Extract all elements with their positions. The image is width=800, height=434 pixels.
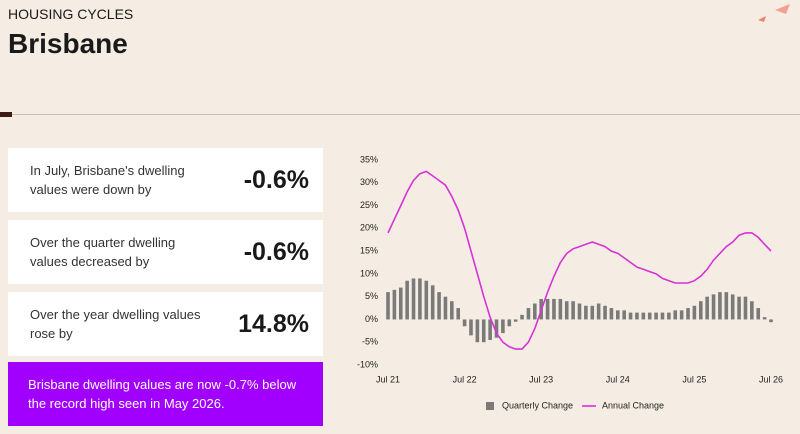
bar xyxy=(616,310,620,320)
bar xyxy=(654,312,658,320)
bar xyxy=(660,312,665,320)
x-tick-label: Jul 22 xyxy=(453,374,477,384)
bar xyxy=(552,298,556,320)
bar xyxy=(679,310,684,320)
y-tick-label: 30% xyxy=(360,177,378,187)
y-tick-label: -5% xyxy=(362,337,378,347)
bar xyxy=(750,301,754,320)
eyebrow: HOUSING CYCLES xyxy=(8,6,134,22)
bar xyxy=(405,280,409,320)
bar xyxy=(558,298,563,320)
bar xyxy=(475,319,480,343)
bar xyxy=(756,308,761,320)
bar xyxy=(609,308,614,320)
bar xyxy=(641,312,646,320)
bar xyxy=(456,308,461,320)
divider-tab xyxy=(0,112,12,117)
bar xyxy=(743,296,748,320)
bar xyxy=(430,285,435,320)
bar xyxy=(494,319,499,338)
x-tick-label: Jul 21 xyxy=(376,374,400,384)
stat-card: Over the year dwelling values rose by 14.… xyxy=(8,292,323,356)
bar xyxy=(628,312,633,320)
y-tick-label: 0% xyxy=(365,314,378,324)
bar xyxy=(571,301,575,320)
divider xyxy=(0,114,800,115)
bar xyxy=(622,310,626,320)
bar xyxy=(718,292,722,320)
bar xyxy=(730,294,735,320)
bar xyxy=(437,292,441,320)
y-tick-label: 35% xyxy=(360,154,378,164)
x-tick-label: Jul 24 xyxy=(606,374,630,384)
y-tick-label: 10% xyxy=(360,268,378,278)
bar xyxy=(769,319,773,323)
bar xyxy=(564,301,569,320)
bar xyxy=(526,308,531,320)
line xyxy=(387,170,772,350)
bar xyxy=(462,319,467,327)
bar xyxy=(392,289,397,320)
stat-text: Over the quarter dwelling values decreas… xyxy=(30,235,176,269)
bar xyxy=(584,305,588,320)
bar xyxy=(513,319,518,322)
bar xyxy=(386,292,390,320)
bar xyxy=(762,317,767,320)
decoration xyxy=(758,16,766,22)
callout: Brisbane dwelling values are now -0.7% b… xyxy=(8,362,323,426)
x-tick-label: Jul 26 xyxy=(759,374,783,384)
y-tick-label: -10% xyxy=(357,359,378,369)
stat-text: Over the year dwelling values rose by xyxy=(30,307,201,341)
bar xyxy=(737,296,741,320)
stat-card: In July, Brisbane's dwelling values were… xyxy=(8,148,323,212)
bar xyxy=(533,303,537,320)
bar xyxy=(481,319,486,343)
bar xyxy=(686,308,690,320)
y-tick-label: 20% xyxy=(360,223,378,233)
bar xyxy=(469,319,473,336)
bar xyxy=(545,298,550,320)
stat-value: -0.6% xyxy=(243,165,309,194)
bar xyxy=(507,319,512,327)
y-tick-label: 25% xyxy=(360,200,378,210)
bar xyxy=(424,280,429,320)
x-tick-label: Jul 23 xyxy=(529,374,553,384)
bar xyxy=(443,296,448,320)
stat-text: In July, Brisbane's dwelling values were… xyxy=(30,163,185,197)
stat-value: -0.6% xyxy=(243,237,309,266)
bar xyxy=(711,294,716,320)
bar xyxy=(692,305,697,320)
bar xyxy=(501,319,505,334)
bar xyxy=(411,278,416,320)
bar xyxy=(724,292,729,320)
bar xyxy=(603,305,607,320)
bar xyxy=(705,296,709,320)
y-tick-label: 5% xyxy=(365,291,378,301)
legend-label: Annual Change xyxy=(602,400,664,410)
legend-swatch xyxy=(486,402,494,410)
bar xyxy=(673,310,678,320)
bar xyxy=(590,305,595,320)
page-title: Brisbane xyxy=(8,28,128,59)
legend-label: Quarterly Change xyxy=(502,400,573,410)
stat-card: Over the quarter dwelling values decreas… xyxy=(8,220,323,284)
bar xyxy=(635,312,639,320)
bar xyxy=(577,303,582,320)
bar xyxy=(488,319,492,340)
bar xyxy=(698,301,703,320)
bar xyxy=(667,312,671,320)
decoration xyxy=(775,4,790,14)
x-tick-label: Jul 25 xyxy=(682,374,706,384)
bar xyxy=(520,314,524,320)
bar xyxy=(596,303,601,320)
bar xyxy=(450,301,454,320)
bar xyxy=(418,278,422,320)
y-tick-label: 15% xyxy=(360,245,378,255)
bar xyxy=(398,287,403,320)
stat-value: 14.8% xyxy=(238,309,309,338)
bar xyxy=(647,312,652,320)
